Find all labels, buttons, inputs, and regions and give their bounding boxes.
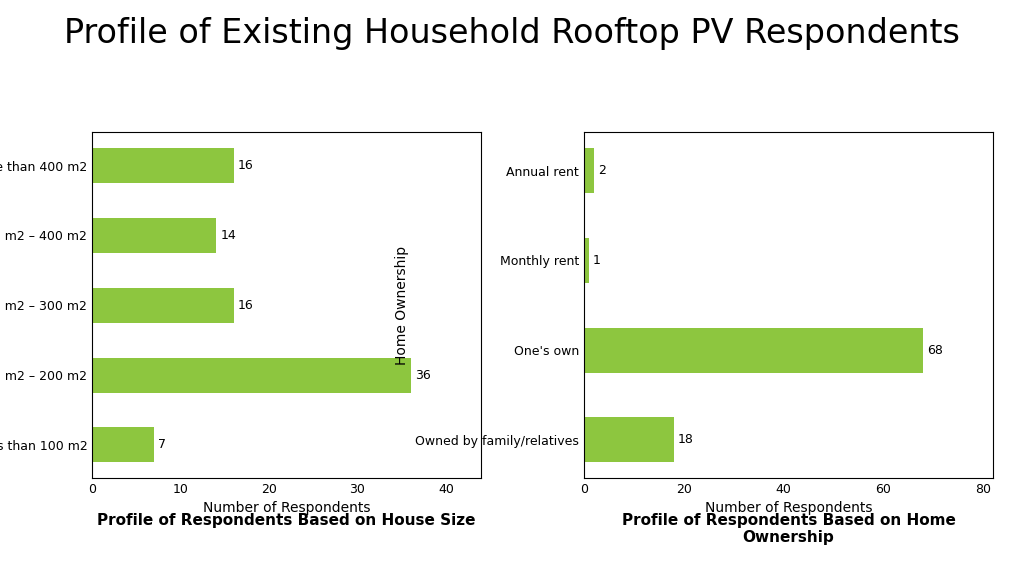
Text: Profile of Respondents Based on Home
Ownership: Profile of Respondents Based on Home Own… — [622, 513, 955, 545]
X-axis label: Number of Respondents: Number of Respondents — [705, 502, 872, 516]
Text: 2: 2 — [598, 164, 605, 177]
Text: 14: 14 — [220, 229, 237, 242]
Text: 16: 16 — [238, 299, 254, 312]
Bar — [584, 148, 594, 193]
Bar — [92, 148, 233, 183]
Bar — [584, 418, 674, 463]
Text: 1: 1 — [593, 254, 600, 267]
Text: Profile of Respondents Based on House Size: Profile of Respondents Based on House Si… — [97, 513, 476, 528]
Text: 68: 68 — [928, 344, 943, 357]
Bar — [92, 218, 216, 253]
X-axis label: Number of Respondents: Number of Respondents — [203, 502, 371, 516]
Text: 18: 18 — [678, 433, 693, 446]
Text: Profile of Existing Household Rooftop PV Respondents: Profile of Existing Household Rooftop PV… — [65, 17, 959, 50]
Bar — [92, 358, 411, 393]
Bar — [584, 238, 589, 283]
Bar — [584, 328, 924, 373]
Text: 36: 36 — [415, 369, 431, 381]
Text: 7: 7 — [159, 438, 167, 452]
Text: 16: 16 — [238, 159, 254, 172]
Bar — [92, 427, 154, 463]
Bar — [92, 288, 233, 323]
Y-axis label: Home Ownership: Home Ownership — [395, 246, 410, 365]
